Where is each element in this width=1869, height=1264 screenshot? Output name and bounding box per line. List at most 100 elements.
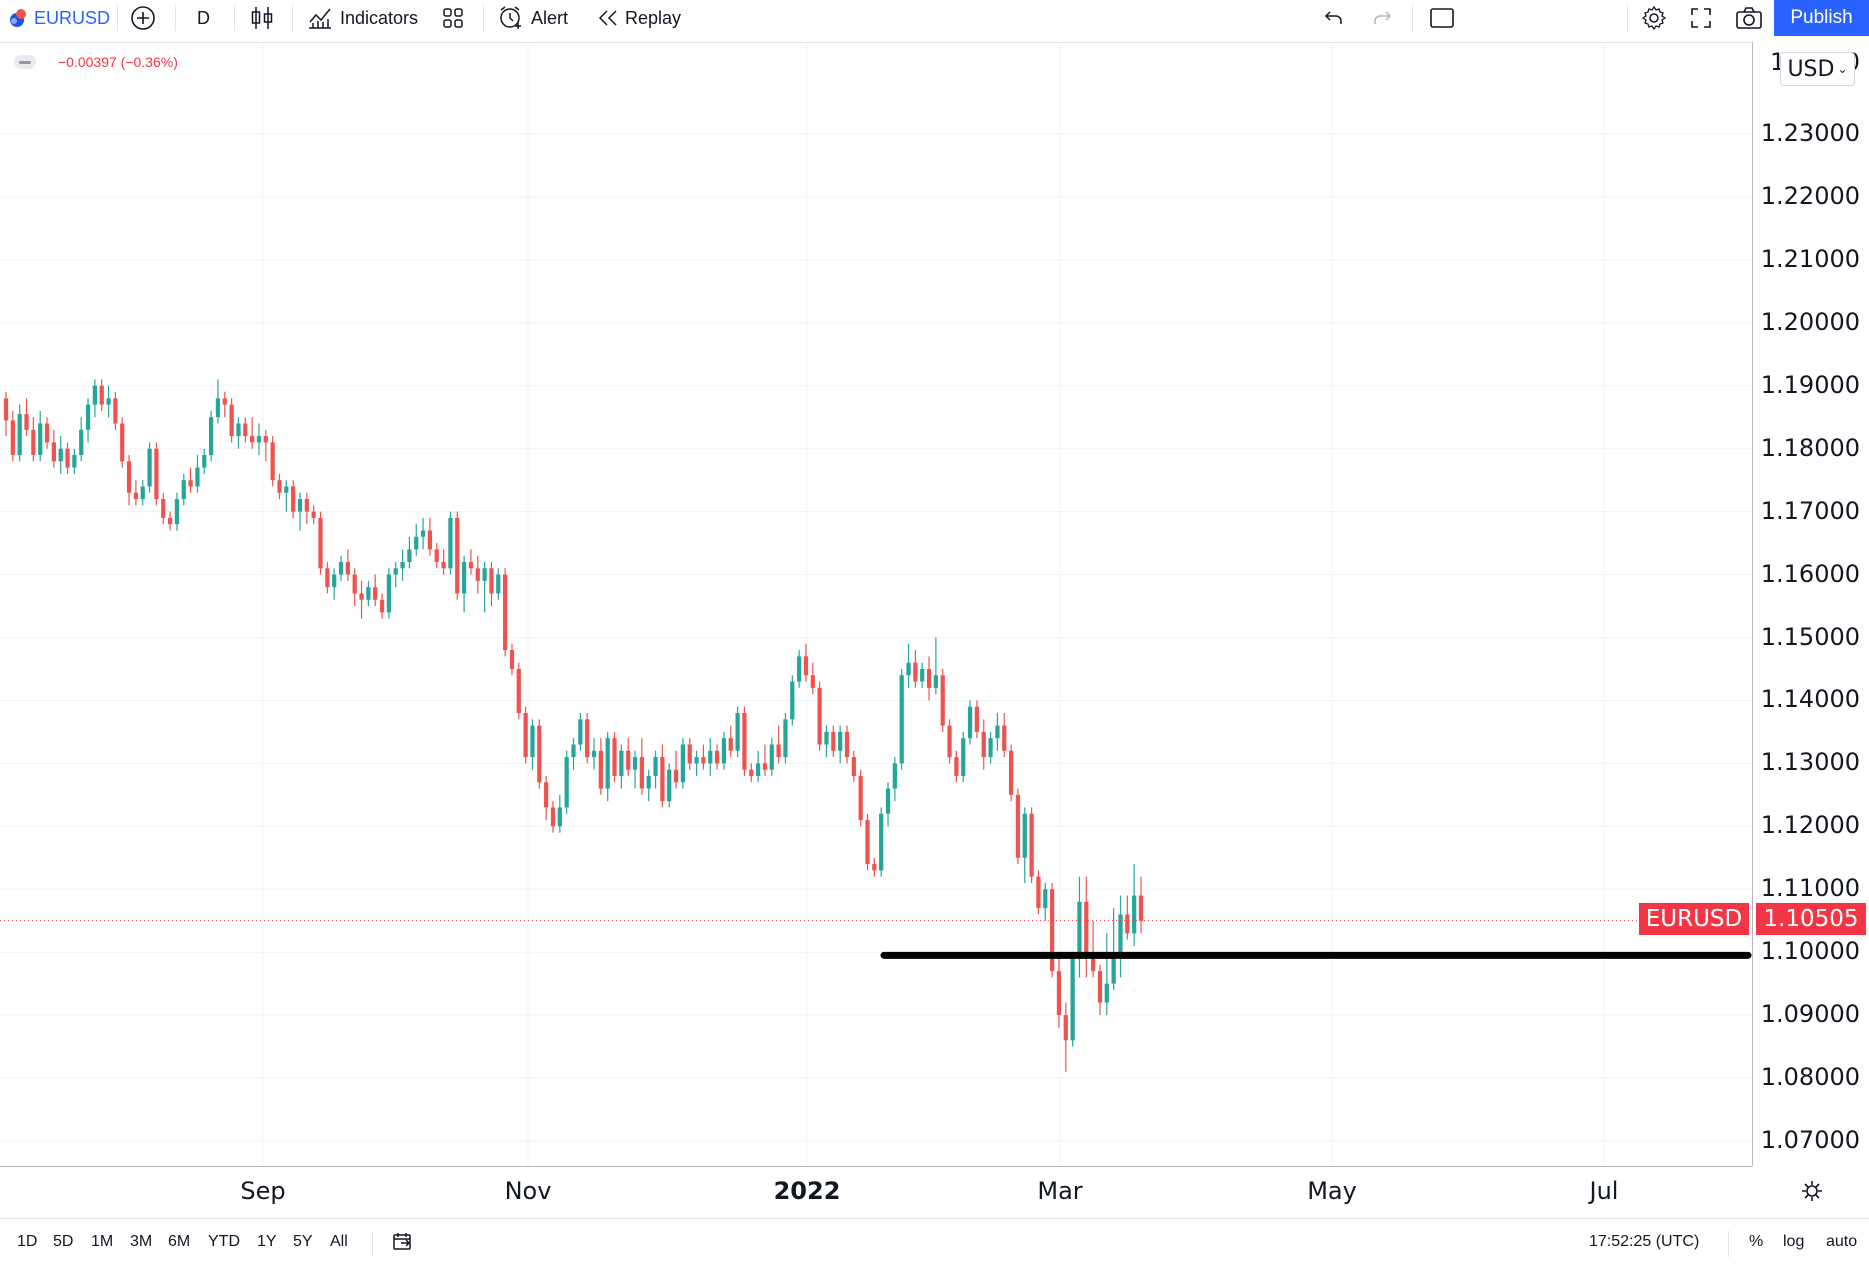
candle-body	[851, 757, 856, 776]
price-tick-label: 1.23000	[1760, 119, 1860, 147]
collapse-legend-icon[interactable]	[14, 55, 36, 69]
log-toggle[interactable]: log	[1783, 1233, 1805, 1250]
candle-up	[461, 555, 467, 613]
range-5y[interactable]: 5Y	[293, 1233, 313, 1250]
goto-date-icon[interactable]	[392, 1231, 414, 1258]
candle-up	[605, 731, 610, 802]
candle-down	[714, 744, 720, 770]
price-tick-label: 1.16000	[1760, 559, 1860, 588]
percent-toggle[interactable]: %	[1749, 1233, 1764, 1250]
legend: −0.00397 (−0.36%)	[14, 54, 178, 70]
candle-down	[24, 398, 29, 437]
candle-down	[687, 738, 692, 770]
candle-down	[1049, 882, 1055, 978]
candle-up	[195, 454, 200, 493]
chart-type-button[interactable]	[250, 0, 274, 36]
currency-selector[interactable]: USD ⌄	[1780, 52, 1855, 86]
alert-icon	[498, 5, 524, 31]
clock[interactable]: 17:52:25 (UTC)	[1589, 1233, 1700, 1250]
candlestick-chart	[0, 42, 1752, 1166]
candle-up	[708, 738, 713, 776]
range-1d[interactable]: 1D	[17, 1233, 38, 1250]
candle-body	[181, 480, 186, 500]
candle-down	[304, 492, 309, 525]
candle-body	[85, 404, 91, 430]
fullscreen-button[interactable]	[1690, 0, 1712, 36]
candle-body	[660, 757, 665, 802]
range-5d[interactable]: 5D	[53, 1233, 74, 1250]
publish-button[interactable]: Publish	[1774, 0, 1869, 36]
candle-body	[284, 486, 289, 493]
settings-button[interactable]	[1641, 0, 1667, 36]
candle-body	[243, 423, 248, 437]
symbol-button[interactable]: EURUSD	[6, 0, 110, 36]
candle-body	[858, 775, 863, 821]
time-axis[interactable]: Sep Nov 2022 Mar May Jul	[0, 1166, 1822, 1219]
candles	[3, 379, 1144, 1072]
candle-body	[126, 461, 132, 493]
candle-down	[1097, 964, 1103, 1016]
candle-body	[311, 511, 316, 518]
replay-button[interactable]: Replay	[597, 0, 681, 36]
candle-body	[215, 398, 221, 418]
price-tick-label: 1.15000	[1760, 622, 1860, 651]
candle-up	[407, 536, 412, 569]
interval-button[interactable]: D	[197, 0, 210, 36]
candle-body	[1002, 725, 1007, 751]
indicators-button[interactable]: Indicators	[307, 0, 418, 36]
flag-icon	[6, 7, 28, 29]
auto-toggle[interactable]: auto	[1826, 1233, 1858, 1250]
price-tick-label: 1.17000	[1760, 496, 1860, 525]
candle-down	[776, 725, 781, 764]
candle-body	[291, 486, 296, 512]
candle-body	[338, 561, 344, 575]
candle-body	[188, 480, 193, 487]
alert-button[interactable]: Alert	[498, 0, 568, 36]
candle-body	[393, 568, 398, 575]
candle-down	[803, 643, 809, 682]
candle-down	[660, 744, 665, 808]
candle-up	[933, 637, 938, 695]
candle-up	[147, 442, 152, 493]
candle-up	[181, 473, 186, 506]
undo-button[interactable]	[1323, 0, 1345, 36]
candle-up	[680, 738, 686, 789]
candle-body	[379, 599, 385, 613]
chart-pane[interactable]	[0, 42, 1752, 1166]
candle-down	[523, 706, 528, 764]
range-6m[interactable]: 6M	[168, 1233, 191, 1250]
price-tick-label: 1.18000	[1760, 433, 1860, 462]
snapshot-button[interactable]	[1735, 0, 1763, 36]
candle-body	[714, 750, 720, 764]
candle-up	[414, 524, 419, 556]
redo-button[interactable]	[1371, 0, 1393, 36]
price-tick-label: 1.07000	[1760, 1126, 1860, 1154]
candle-up	[400, 549, 405, 581]
candle-body	[503, 574, 508, 651]
candle-body	[598, 750, 603, 789]
last-price-tag: 1.10505	[1756, 903, 1866, 935]
axis-settings-icon[interactable]	[1800, 1179, 1824, 1208]
range-all[interactable]: All	[330, 1233, 348, 1250]
price-tick-label: 1.09000	[1760, 1000, 1860, 1029]
candle-body	[694, 757, 699, 764]
price-scale[interactable]: 1.23000 1.22000 1.21000 1.20000 1.19000 1.180…	[1752, 42, 1869, 1166]
templates-button[interactable]	[442, 0, 464, 36]
candle-down	[817, 681, 822, 751]
candle-down	[831, 725, 836, 758]
candle-up	[106, 385, 111, 418]
candle-down	[872, 857, 877, 877]
add-symbol-button[interactable]	[130, 0, 156, 36]
candle-body	[1008, 750, 1014, 795]
layout-button[interactable]	[1429, 0, 1455, 36]
candle-up	[838, 725, 843, 764]
candle-body	[270, 442, 275, 481]
candle-up	[140, 480, 145, 506]
range-1m[interactable]: 1M	[91, 1233, 114, 1250]
range-1y[interactable]: 1Y	[257, 1233, 277, 1250]
range-3m[interactable]: 3M	[130, 1233, 153, 1250]
range-ytd[interactable]: YTD	[208, 1233, 240, 1250]
candle-up	[72, 448, 77, 474]
candle-body	[783, 719, 788, 758]
candle-body	[106, 398, 111, 405]
